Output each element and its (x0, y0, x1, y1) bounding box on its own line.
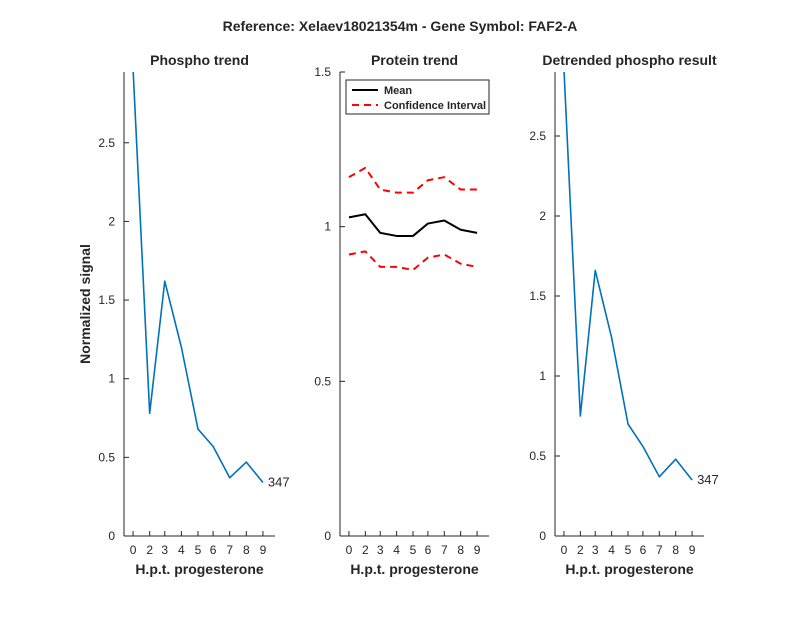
y-tick-label: 0 (324, 529, 331, 543)
x-tick-label: 9 (260, 543, 267, 557)
y-tick-label: 1 (324, 220, 331, 234)
chart-title: Phospho trend (150, 52, 249, 68)
x-tick-label: 7 (656, 543, 663, 557)
x-tick-label: 5 (195, 543, 202, 557)
phospho-series-line (563, 72, 693, 481)
ci-upper-line (348, 166, 478, 194)
x-tick-label: 8 (243, 543, 250, 557)
y-tick-label: 1.5 (98, 293, 115, 307)
y-tick-label: 0.5 (98, 450, 115, 464)
x-tick-label: 4 (393, 543, 400, 557)
x-tick-label: 4 (608, 543, 615, 557)
x-tick-label: 8 (457, 543, 464, 557)
x-tick-label: 3 (377, 543, 384, 557)
phospho-series-line (132, 72, 264, 484)
x-tick-label: 7 (441, 543, 448, 557)
chart-title: Protein trend (371, 52, 458, 68)
end-point-label: 347 (697, 472, 719, 487)
x-tick-label: 6 (425, 543, 432, 557)
figure-title: Reference: Xelaev18021354m - Gene Symbol… (223, 18, 578, 34)
x-tick-label: 3 (592, 543, 599, 557)
x-tick-label: 9 (689, 543, 696, 557)
x-tick-label: 2 (146, 543, 153, 557)
x-axis-label: H.p.t. progesterone (135, 561, 264, 577)
y-tick-label: 0 (539, 529, 546, 543)
x-tick-label: 5 (625, 543, 632, 557)
y-tick-label: 2 (539, 209, 546, 223)
x-tick-label: 9 (474, 543, 481, 557)
y-tick-label: 2 (108, 214, 115, 228)
x-tick-label: 7 (226, 543, 233, 557)
x-tick-label: 8 (672, 543, 679, 557)
y-tick-label: 1.5 (314, 65, 331, 79)
x-tick-label: 3 (161, 543, 168, 557)
x-axis-label: H.p.t. progesterone (350, 561, 479, 577)
x-axis-label: H.p.t. progesterone (565, 561, 694, 577)
x-tick-label: 0 (346, 543, 353, 557)
mean-line (348, 213, 478, 237)
x-tick-label: 6 (640, 543, 647, 557)
x-tick-label: 4 (178, 543, 185, 557)
chart-title: Detrended phospho result (542, 52, 717, 68)
x-tick-label: 6 (210, 543, 217, 557)
y-tick-label: 2.5 (529, 129, 546, 143)
legend-box (345, 79, 490, 115)
ci-lower-line (348, 250, 478, 271)
legend-mean-label: Mean (384, 85, 412, 97)
y-tick-label: 1.5 (529, 289, 546, 303)
legend-ci-label: Confidence Interval (384, 100, 486, 112)
x-tick-label: 2 (577, 543, 584, 557)
end-point-label: 347 (268, 475, 290, 490)
x-tick-label: 5 (410, 543, 417, 557)
y-axis-label: Normalized signal (77, 244, 93, 364)
y-tick-label: 0.5 (314, 374, 331, 388)
y-tick-label: 1 (539, 369, 546, 383)
x-tick-label: 0 (561, 543, 568, 557)
y-tick-label: 2.5 (98, 136, 115, 150)
y-tick-label: 1 (108, 372, 115, 386)
y-tick-label: 0.5 (529, 449, 546, 463)
x-tick-label: 2 (362, 543, 369, 557)
y-tick-label: 0 (108, 529, 115, 543)
x-tick-label: 0 (130, 543, 137, 557)
